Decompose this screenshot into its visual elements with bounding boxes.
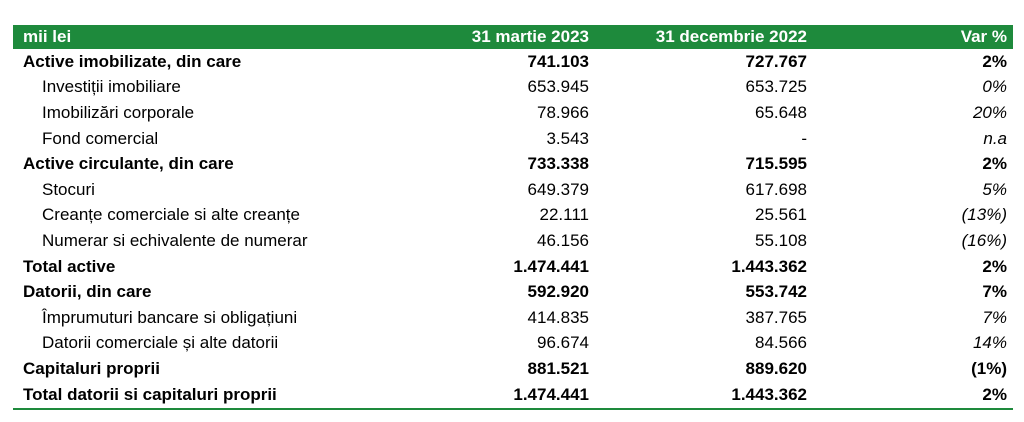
table-row: Datorii comerciale și alte datorii 96.67… xyxy=(13,331,1013,357)
header-units: mii lei xyxy=(23,27,72,46)
row-var: 0% xyxy=(982,77,1007,97)
row-value-mar-2023: 78.966 xyxy=(537,102,589,122)
row-value-dec-2022: 715.595 xyxy=(745,154,807,174)
table-row: Capitaluri proprii 881.521 889.620 (1%) xyxy=(13,356,1013,382)
row-value-mar-2023: 649.379 xyxy=(527,179,589,199)
row-value-dec-2022: 727.767 xyxy=(745,51,807,71)
row-label: Fond comercial xyxy=(42,128,159,148)
table-row: Numerar si echivalente de numerar 46.156… xyxy=(13,228,1013,254)
header-var: Var % xyxy=(960,27,1007,46)
row-value-mar-2023: 46.156 xyxy=(537,230,589,250)
row-var: 5% xyxy=(982,179,1007,199)
row-value-dec-2022: 1.443.362 xyxy=(731,384,807,404)
row-value-mar-2023: 96.674 xyxy=(537,333,589,353)
row-label: Stocuri xyxy=(42,179,95,199)
row-value-mar-2023: 3.543 xyxy=(546,128,589,148)
row-label: Active circulante, din care xyxy=(23,154,234,174)
row-var: 2% xyxy=(982,384,1007,404)
row-value-dec-2022: 84.566 xyxy=(755,333,807,353)
row-value-dec-2022: 55.108 xyxy=(755,230,807,250)
table-row: Total active 1.474.441 1.443.362 2% xyxy=(13,254,1013,280)
table-row: Creanțe comerciale si alte creanțe 22.11… xyxy=(13,203,1013,229)
row-value-dec-2022: 617.698 xyxy=(745,179,807,199)
bottom-divider xyxy=(13,408,1013,411)
row-value-dec-2022: 65.648 xyxy=(755,102,807,122)
table-row: Împrumuturi bancare si obligațiuni 414.8… xyxy=(13,305,1013,331)
row-value-dec-2022: 553.742 xyxy=(745,282,807,302)
row-value-dec-2022: 1.443.362 xyxy=(731,256,807,276)
row-var: (1%) xyxy=(971,358,1007,378)
header-dec-2022: 31 decembrie 2022 xyxy=(655,27,807,46)
table-row: Imobilizări corporale 78.966 65.648 20% xyxy=(13,100,1013,126)
row-label: Împrumuturi bancare si obligațiuni xyxy=(42,307,298,327)
row-value-dec-2022: 387.765 xyxy=(745,307,807,327)
row-value-mar-2023: 414.835 xyxy=(527,307,589,327)
row-value-mar-2023: 1.474.441 xyxy=(513,256,589,276)
row-label: Total active xyxy=(23,256,116,276)
row-label: Datorii, din care xyxy=(23,282,152,302)
row-var: 7% xyxy=(982,282,1007,302)
row-var: 20% xyxy=(972,102,1007,122)
balance-sheet-table: mii lei 31 martie 2023 31 decembrie 2022… xyxy=(13,25,1013,411)
row-value-mar-2023: 592.920 xyxy=(527,282,589,302)
row-var: 2% xyxy=(982,51,1007,71)
row-var: 7% xyxy=(982,307,1007,327)
row-label: Total datorii si capitaluri proprii xyxy=(23,384,277,404)
row-value-dec-2022: 25.561 xyxy=(755,205,807,225)
header-mar-2023: 31 martie 2023 xyxy=(471,27,589,46)
row-value-mar-2023: 741.103 xyxy=(527,51,589,71)
table-row: Fond comercial 3.543 - n.a xyxy=(13,126,1013,152)
row-var: 14% xyxy=(972,333,1007,353)
row-value-mar-2023: 22.111 xyxy=(539,205,589,225)
table-row: Active circulante, din care 733.338 715.… xyxy=(13,151,1013,177)
row-var: 2% xyxy=(982,154,1007,174)
row-label: Numerar si echivalente de numerar xyxy=(42,230,308,250)
row-label: Datorii comerciale și alte datorii xyxy=(42,333,279,353)
table-row: Investiții imobiliare 653.945 653.725 0% xyxy=(13,75,1013,101)
row-value-mar-2023: 733.338 xyxy=(527,154,589,174)
row-value-mar-2023: 881.521 xyxy=(527,358,589,378)
row-label: Investiții imobiliare xyxy=(42,77,181,97)
row-value-dec-2022: - xyxy=(801,128,807,148)
row-value-dec-2022: 889.620 xyxy=(745,358,807,378)
row-value-mar-2023: 1.474.441 xyxy=(513,384,589,404)
row-value-dec-2022: 653.725 xyxy=(745,77,807,97)
row-value-mar-2023: 653.945 xyxy=(527,77,589,97)
table-row: Stocuri 649.379 617.698 5% xyxy=(13,177,1013,203)
row-var: (16%) xyxy=(961,230,1007,250)
row-var: 2% xyxy=(982,256,1007,276)
table-row: Datorii, din care 592.920 553.742 7% xyxy=(13,279,1013,305)
row-label: Creanțe comerciale si alte creanțe xyxy=(42,205,300,225)
row-label: Active imobilizate, din care xyxy=(23,51,242,71)
table-header: mii lei 31 martie 2023 31 decembrie 2022… xyxy=(13,25,1013,49)
table-row: Active imobilizate, din care 741.103 727… xyxy=(13,49,1013,75)
row-label: Imobilizări corporale xyxy=(42,102,195,122)
table-row: Total datorii si capitaluri proprii 1.47… xyxy=(13,382,1013,408)
row-label: Capitaluri proprii xyxy=(23,358,160,378)
row-var: (13%) xyxy=(961,205,1007,225)
row-var: n.a xyxy=(983,128,1007,148)
